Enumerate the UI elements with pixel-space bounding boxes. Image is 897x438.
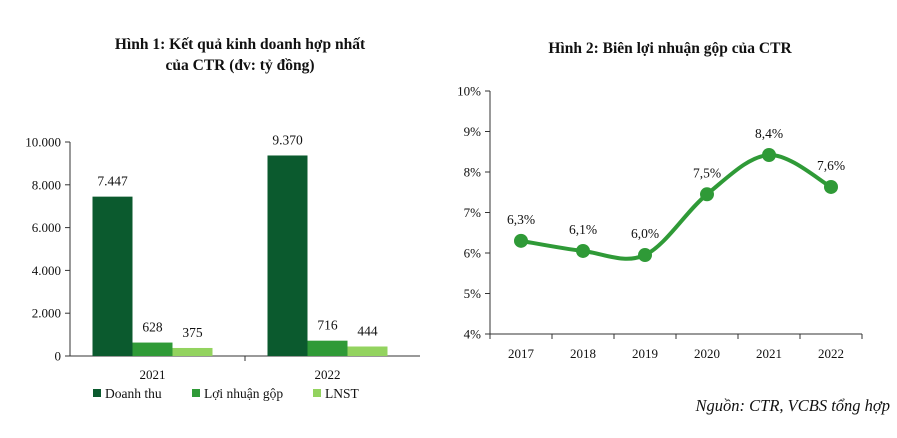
y-tick-label: 4% xyxy=(464,327,482,342)
chart1-title-line1: Hình 1: Kết quả kinh doanh hợp nhất xyxy=(114,36,366,53)
chart1-title: Hình 1: Kết quả kinh doanh hợp nhất của … xyxy=(60,34,420,76)
x-tick-label: 2019 xyxy=(632,346,658,361)
data-label: 628 xyxy=(142,320,163,335)
x-tick-label: 2017 xyxy=(508,346,535,361)
data-point-2018 xyxy=(576,243,590,258)
legend-swatch xyxy=(93,389,101,397)
data-label: 6,0% xyxy=(631,226,659,241)
bar-lnst-2022 xyxy=(347,346,388,356)
data-point-2017 xyxy=(514,233,528,248)
data-label: 8,4% xyxy=(755,126,783,141)
data-label: 7,6% xyxy=(817,158,845,173)
bar-lợi-nhuận-gộp-2022 xyxy=(307,340,348,356)
source-note: Nguồn: CTR, VCBS tổng hợp xyxy=(695,396,890,415)
chart1-title-line2: của CTR (đv: tỷ đồng) xyxy=(165,57,315,74)
y-tick-label: 0 xyxy=(55,349,62,364)
y-tick-label: 7% xyxy=(464,205,482,220)
legend-label: Lợi nhuận gộp xyxy=(204,386,283,401)
bar-doanh-thu-2021 xyxy=(92,196,133,356)
y-tick-label: 6% xyxy=(464,246,482,261)
legend-label: Doanh thu xyxy=(105,386,162,401)
data-point-2020 xyxy=(700,187,714,202)
y-tick-label: 9% xyxy=(464,124,482,139)
y-tick-label: 5% xyxy=(464,286,482,301)
y-tick-label: 8.000 xyxy=(32,177,61,192)
data-label: 7,5% xyxy=(693,165,721,180)
legend-label: LNST xyxy=(325,386,360,401)
data-label: 716 xyxy=(317,318,338,333)
chart2-title: Hình 2: Biên lợi nhuận gộp của CTR xyxy=(548,40,792,57)
data-point-2022 xyxy=(824,179,838,194)
x-tick-label: 2018 xyxy=(570,346,596,361)
y-tick-label: 4.000 xyxy=(32,263,61,278)
bar-lợi-nhuận-gộp-2021 xyxy=(132,342,173,356)
y-tick-label: 8% xyxy=(464,165,482,180)
bar-lnst-2021 xyxy=(172,347,213,356)
x-tick-label: 2020 xyxy=(694,346,720,361)
y-tick-label: 10.000 xyxy=(25,135,61,150)
data-point-2019 xyxy=(638,248,652,263)
y-tick-label: 2.000 xyxy=(32,306,61,321)
data-label: 444 xyxy=(357,323,378,338)
data-label: 7.447 xyxy=(97,174,128,189)
legend-swatch xyxy=(313,389,321,397)
y-tick-label: 6.000 xyxy=(32,220,61,235)
data-label: 375 xyxy=(182,325,203,340)
data-label: 6,1% xyxy=(569,222,597,237)
x-tick-label: 2021 xyxy=(140,367,166,382)
x-tick-label: 2022 xyxy=(818,346,844,361)
data-label: 6,3% xyxy=(507,212,535,227)
bar-doanh-thu-2022 xyxy=(267,155,308,356)
x-tick-label: 2021 xyxy=(756,346,782,361)
series-line xyxy=(519,152,833,261)
data-point-2021 xyxy=(762,147,776,162)
legend-swatch xyxy=(192,389,200,397)
data-label: 9.370 xyxy=(272,132,303,147)
y-tick-label: 10% xyxy=(457,84,481,99)
x-tick-label: 2022 xyxy=(315,367,341,382)
